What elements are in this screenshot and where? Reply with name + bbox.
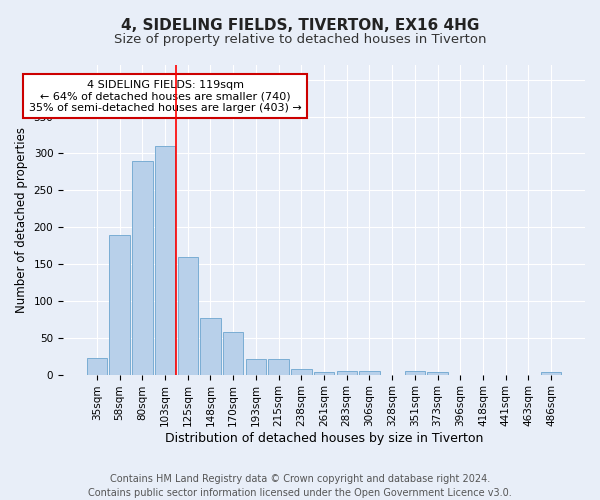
Text: Contains HM Land Registry data © Crown copyright and database right 2024.
Contai: Contains HM Land Registry data © Crown c… <box>88 474 512 498</box>
Bar <box>155 146 175 374</box>
Bar <box>87 358 107 374</box>
Text: 4 SIDELING FIELDS: 119sqm
← 64% of detached houses are smaller (740)
35% of semi: 4 SIDELING FIELDS: 119sqm ← 64% of detac… <box>29 80 301 113</box>
Bar <box>427 372 448 374</box>
Bar <box>132 161 152 374</box>
Bar <box>200 318 221 374</box>
Bar <box>268 359 289 374</box>
Bar <box>541 372 561 374</box>
Bar <box>109 234 130 374</box>
Bar <box>404 371 425 374</box>
X-axis label: Distribution of detached houses by size in Tiverton: Distribution of detached houses by size … <box>165 432 483 445</box>
Bar <box>223 332 244 374</box>
Bar <box>178 256 198 374</box>
Text: Size of property relative to detached houses in Tiverton: Size of property relative to detached ho… <box>114 32 486 46</box>
Bar <box>359 371 380 374</box>
Text: 4, SIDELING FIELDS, TIVERTON, EX16 4HG: 4, SIDELING FIELDS, TIVERTON, EX16 4HG <box>121 18 479 32</box>
Bar <box>245 359 266 374</box>
Bar <box>314 372 334 374</box>
Bar <box>291 370 311 374</box>
Y-axis label: Number of detached properties: Number of detached properties <box>15 127 28 313</box>
Bar <box>337 371 357 374</box>
